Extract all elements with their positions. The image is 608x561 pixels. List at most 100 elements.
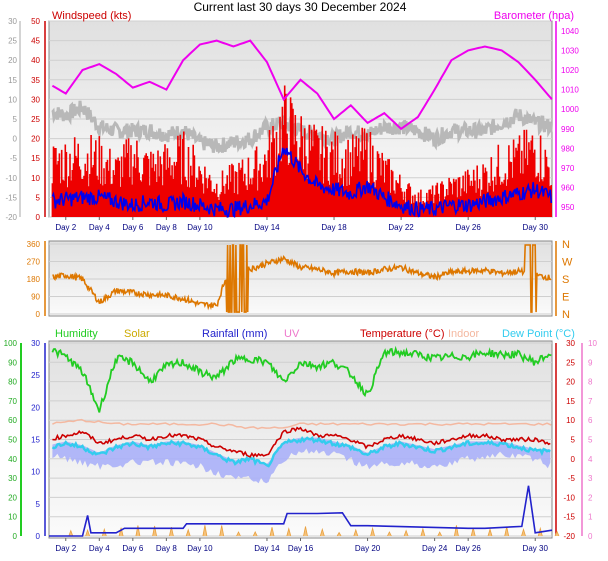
direction-tick-label: 270 [27,258,41,267]
temp-x-tick-label: Day 20 [355,544,381,553]
temperature-series [52,426,551,458]
barometer-tick-label: 1020 [561,66,579,75]
wind-x-tick-label: Day 2 [55,223,76,232]
humidity-tick-label: 0 [13,532,18,541]
compass-tick-label: N [562,309,570,321]
wind-inner-tick-label: 45 [31,37,40,46]
humidity-tick-label: 30 [8,474,17,483]
humidity-tick-label: 90 [8,358,17,367]
temperature-tick-label: -20 [563,532,575,541]
wind-outer-tick-label: 30 [8,17,17,26]
wind-outer-tick-label: 0 [13,135,18,144]
wind-outer-tick-label: 25 [8,37,17,46]
rainfall-tick-label: 30 [31,339,40,348]
wind-x-tick-label: Day 4 [89,223,110,232]
direction-degree-axis: 360 270 180 90 0 [27,240,46,319]
temp-x-tick-label: Day 2 [55,544,76,553]
barometer-tick-label: 1030 [561,46,579,55]
temp-x-tick-label: Day 4 [89,544,110,553]
direction-tick-label: 180 [27,275,41,284]
dewpoint-series [51,435,551,468]
wind-inner-tick-label: 25 [31,115,40,124]
wind-inner-tick-label: 10 [31,174,40,183]
humidity-tick-label: 80 [8,378,17,387]
wind-outer-tick-label: 5 [13,115,18,124]
compass-tick-label: E [562,292,569,304]
legend-label: Indoor [448,328,480,340]
rainfall-tick-label: 10 [31,468,40,477]
uv-tick-label: 8 [588,378,593,387]
uv-tick-label: 6 [588,416,593,425]
direction-series [52,244,552,313]
rainfall-axis: 30 25 20 15 10 5 0 [31,339,46,541]
humidity-tick-label: 50 [8,436,17,445]
compass-tick-label: W [562,257,573,269]
legend-label: Rainfall (mm) [202,328,267,340]
temperature-tick-label: 20 [566,378,575,387]
wind-x-tick-label: Day 6 [122,223,143,232]
uv-tick-label: 5 [588,436,593,445]
humidity-tick-label: 10 [8,513,17,522]
uv-tick-label: 4 [588,455,593,464]
temperature-tick-label: -5 [568,474,576,483]
direction-series [52,244,552,313]
temperature-tick-label: 25 [566,358,575,367]
uv-tick-label: 9 [588,358,593,367]
humidity-series [51,345,552,413]
wind-inner-tick-label: 20 [31,135,40,144]
wind-outer-tick-label: 10 [8,95,17,104]
temp-x-tick-label: Day 10 [187,544,213,553]
wind-x-tick-label: Day 22 [388,223,414,232]
wind-outer-axis: 30 25 20 15 10 5 0 -5 -10 -15 -20 [5,17,21,222]
legend-label: Solar [124,328,150,340]
rainfall-tick-label: 25 [31,371,40,380]
wind-outer-tick-label: 20 [8,56,17,65]
uv-tick-label: 2 [588,493,593,502]
temperature-tick-label: -15 [563,513,575,522]
temp-x-tick-label: Day 30 [523,544,549,553]
temp-x-tick-label: Day 8 [156,544,177,553]
rainfall-tick-label: 20 [31,403,40,412]
barometer-tick-label: 1040 [561,27,579,36]
rainfall-tick-label: 15 [31,436,40,445]
wind-outer-tick-label: -10 [5,174,17,183]
temp-x-tick-label: Day 16 [288,544,314,553]
barometer-tick-label: 1000 [561,105,579,114]
humidity-tick-label: 70 [8,397,17,406]
wind-outer-tick-label: -15 [5,193,17,202]
uv-tick-label: 10 [588,339,597,348]
wind-inner-tick-label: 40 [31,56,40,65]
barometer-tick-label: 980 [561,144,575,153]
wind-x-ticks: Day 2 Day 4 Day 6 Day 8 Day 10 Day 14 Day 18 Da… [55,217,548,232]
rainfall-tick-label: 5 [36,500,41,509]
humidity-tick-label: 20 [8,493,17,502]
temperature-tick-label: -10 [563,493,575,502]
wind-x-tick-label: Day 8 [156,223,177,232]
barometer-tick-label: 950 [561,203,575,212]
direction-tick-label: 90 [31,293,40,302]
wind-panel: Windspeed (kts) Barometer (hpa) 30 25 20 15… [5,10,579,232]
barometer-tick-label: 990 [561,125,575,134]
wind-inner-tick-label: 0 [36,213,41,222]
legend-label: UV [284,328,300,340]
temperature-series [49,345,560,537]
rainfall-tick-label: 0 [36,532,41,541]
barometer-label: Barometer (hpa) [494,10,574,22]
wind-x-tick-label: Day 10 [187,223,213,232]
wind-average-series [51,147,553,218]
direction-tick-label: 0 [36,310,41,319]
barometer-tick-label: 970 [561,164,575,173]
wind-outer-tick-label: -5 [10,154,18,163]
rainfall-series [49,485,553,537]
barometer-tick-label: 960 [561,184,575,193]
uv-tick-label: 1 [588,513,593,522]
humidity-tick-label: 60 [8,416,17,425]
temperature-tick-label: 30 [566,339,575,348]
wind-x-tick-label: Day 30 [523,223,549,232]
wind-x-tick-label: Day 14 [254,223,280,232]
